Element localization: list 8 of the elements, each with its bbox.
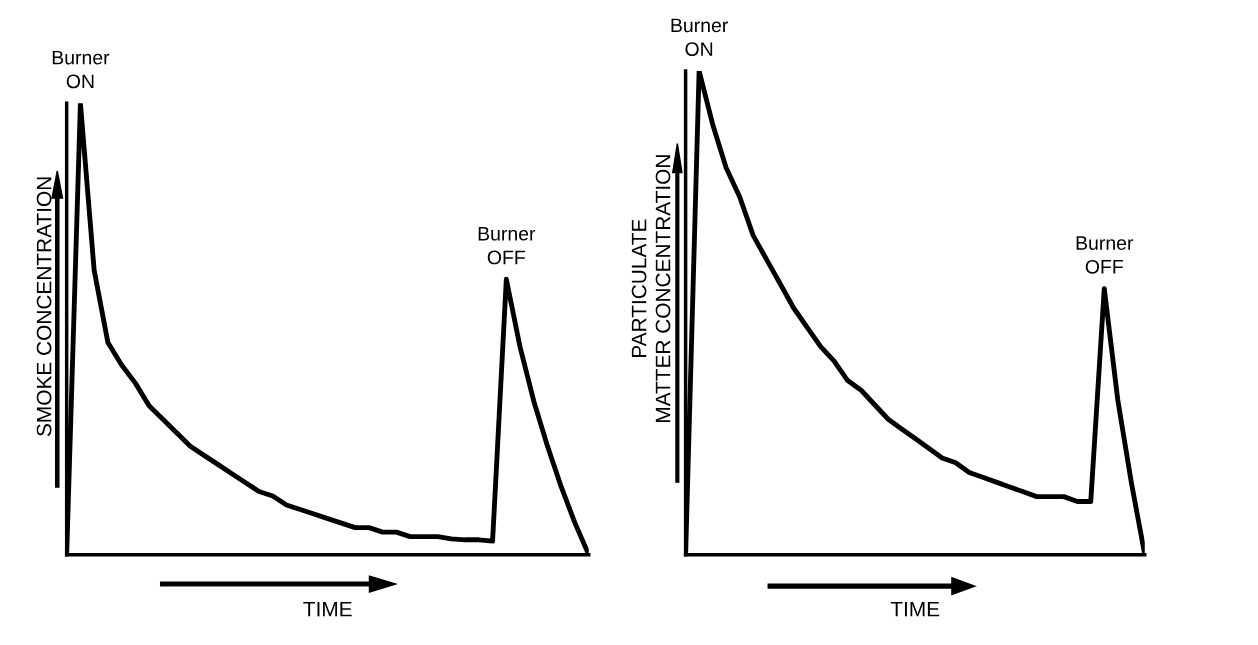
x-axis-title: TIME [303,601,352,617]
annotation: Burner OFF [478,227,536,265]
y-axis-title: PARTICULATE MATTER CONCENTRATION [631,155,671,422]
text: Burner ON [52,50,110,89]
text: Burner ON [671,18,728,56]
annotation: Burner OFF [1076,236,1134,274]
x-axis-title: TIME [890,601,940,617]
y-axis-title: SMOKE CONCENTRATION [36,177,52,437]
